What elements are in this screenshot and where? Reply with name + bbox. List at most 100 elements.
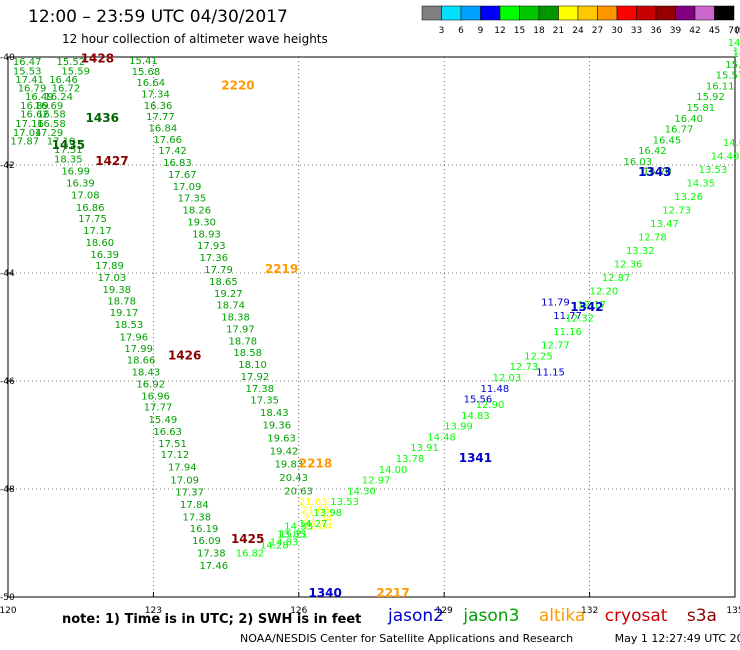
legend-jason2: jason2 (388, 606, 444, 626)
swh-value: 17.93 (197, 241, 226, 252)
swh-value: 12.36 (614, 260, 643, 271)
swh-value: 14.40 (711, 152, 740, 163)
swh-value: 17.35 (250, 396, 279, 407)
swh-value: 17.17 (83, 226, 112, 237)
swh-value: 17.34 (141, 90, 170, 101)
map-frame (7, 56, 736, 598)
swh-value: 15.82 (725, 60, 740, 71)
swh-value: 15.81 (687, 103, 716, 114)
swh-value: 17.79 (204, 265, 233, 276)
swh-value: 13.53 (699, 165, 728, 176)
legend-altika: altika (538, 606, 586, 626)
swh-value: 21.63 (299, 497, 328, 508)
credit-line: NOAA/NESDIS Center for Satellite Applica… (240, 632, 740, 645)
swh-value: 14.00 (379, 465, 408, 476)
swh-value: 17.77 (144, 403, 173, 414)
colorbar-label: 30 (611, 26, 623, 36)
lon-tick-label: 126 (290, 606, 307, 616)
swh-value: 19.63 (267, 433, 296, 444)
swh-value: 17.09 (173, 182, 202, 193)
swh-value: 16.69 (35, 101, 64, 112)
swh-value: 14.18 (728, 38, 740, 49)
swh-value: 17.46 (199, 561, 228, 572)
swh-value: 17.92 (241, 372, 270, 383)
swh-value: 15.53 (13, 66, 42, 77)
swh-value: 12.97 (362, 476, 391, 487)
lat-tick-label: -44 (0, 269, 15, 279)
swh-value: 17.35 (178, 194, 207, 205)
swh-value: 15.49 (149, 415, 178, 426)
swh-value: 14.83 (461, 411, 490, 422)
swh-value: 16.96 (141, 391, 170, 402)
swh-value: 19.17 (110, 308, 139, 319)
pass-label: 2217 (376, 586, 409, 600)
swh-value: 13.53 (330, 497, 359, 508)
swh-value: 16.58 (37, 119, 66, 130)
swh-value: 11.48 (481, 384, 510, 395)
footnote: note: 1) Time is in UTC; 2) SWH is in fe… (62, 612, 362, 627)
swh-value: 12.17 (577, 300, 606, 311)
swh-value: 18.53 (115, 320, 144, 331)
swh-value: 16.39 (90, 250, 119, 261)
swh-value: 12.73 (510, 362, 539, 373)
swh-value: 16.46 (49, 75, 78, 86)
swh-value: 16.99 (61, 167, 90, 178)
colorbar-label: 6 (458, 26, 464, 36)
swh-value: 18.66 (127, 356, 156, 367)
swh-value: 17.36 (199, 253, 228, 264)
swh-value: 16.82 (236, 549, 265, 560)
swh-value: 17.51 (158, 439, 187, 450)
swh-value: 14.35 (687, 179, 716, 190)
colorbar-label: 12 (494, 26, 505, 36)
legend-jason3: jason3 (463, 606, 520, 626)
swh-value: 12.73 (662, 206, 691, 217)
swh-value: 13.47 (650, 219, 679, 230)
swh-value: 16.09 (733, 49, 740, 60)
swh-value: 17.94 (168, 463, 197, 474)
swh-value: 18.26 (182, 206, 211, 217)
swh-value: 18.10 (238, 360, 267, 371)
swh-value: 16.09 (192, 536, 221, 547)
pass-label: 1425 (231, 532, 264, 546)
swh-value: 15.57 (716, 71, 740, 82)
colorbar-label: 18 (533, 26, 545, 36)
colorbar-swatch (714, 5, 735, 21)
satellite-legend: jason2 jason3 altika cryosat s3a (388, 606, 731, 626)
swh-value: 19.27 (214, 289, 243, 300)
lon-tick-label: 120 (0, 606, 17, 616)
swh-value: 16.47 (13, 57, 42, 68)
swh-value: 14.83 (270, 538, 299, 549)
swh-value: 22.04 (304, 522, 333, 533)
colorbar-label: 27 (592, 26, 603, 36)
swh-value: 13.32 (626, 246, 655, 257)
swh-value: 16.62 (20, 109, 49, 120)
swh-value: 13.98 (313, 508, 342, 519)
swh-value: 16.86 (76, 203, 105, 214)
swh-value: 18.93 (192, 229, 221, 240)
lat-tick-label: -42 (0, 161, 15, 171)
swh-value: 12.32 (565, 314, 594, 325)
swh-value: 16.83 (163, 158, 192, 169)
colorbar-label: 21 (553, 26, 564, 36)
pass-label: 1341 (459, 451, 492, 465)
swh-value: 16.79 (18, 84, 47, 95)
swh-value: 17.16 (15, 119, 44, 130)
swh-value: 17.38 (182, 512, 211, 523)
colorbar-label: 15 (514, 26, 525, 36)
swh-value: 19.83 (275, 459, 304, 470)
swh-value: 19.38 (103, 285, 132, 296)
colorbar-label: 39 (670, 26, 682, 36)
swh-value: 15.35 (733, 46, 740, 57)
swh-value: 15.56 (464, 395, 493, 406)
swh-value: 18.60 (86, 238, 115, 249)
lon-tick-label: 132 (581, 606, 598, 616)
swh-value: 17.04 (13, 128, 42, 139)
pass-label: 1426 (168, 348, 201, 362)
swh-value: 19.30 (187, 217, 216, 228)
swh-value: 16.64 (136, 78, 165, 89)
lat-tick-label: -40 (0, 53, 15, 63)
swh-value: 14.33 (284, 522, 313, 533)
swh-value: 16.36 (144, 101, 173, 112)
swh-value: 17.97 (226, 324, 255, 335)
